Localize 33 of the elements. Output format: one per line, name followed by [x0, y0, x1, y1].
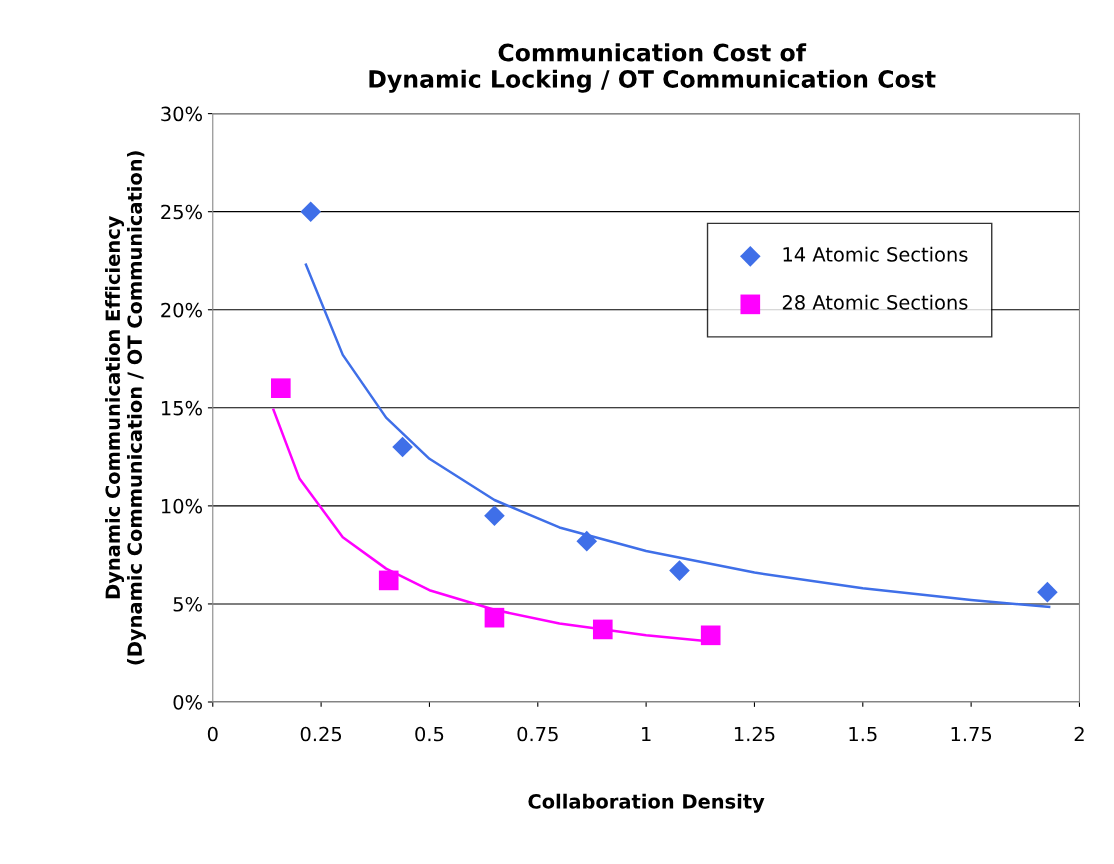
x-tick-label: 0.5 — [415, 726, 444, 742]
x-tick-label: 0.75 — [517, 726, 558, 742]
point — [484, 505, 505, 526]
x-tick-label: 1 — [642, 726, 651, 742]
y-tick-label: 10% — [161, 498, 202, 514]
point — [300, 201, 322, 222]
x-tick-label: 0 — [207, 726, 218, 742]
chart-title: Communication Cost of Dynamic Locking / OT Communication Cost — [369, 43, 936, 93]
x-tick-label: 1.75 — [951, 726, 992, 742]
point — [378, 570, 399, 591]
point — [669, 560, 690, 581]
x-tick-label: 2 — [1074, 726, 1084, 742]
x-axis-title: Collaboration Density — [528, 793, 765, 813]
y-tick-label: 20% — [161, 302, 202, 318]
y-axis-title: Dynamic Communication Efficiency (Dynamic Communication / OT Communication) — [105, 151, 146, 665]
point — [592, 619, 613, 640]
point — [1037, 581, 1058, 603]
y-tick-label: 5% — [173, 596, 202, 612]
point — [270, 378, 291, 399]
y-tick-label: 0% — [173, 694, 202, 710]
legend-label: 14 Atomic Sections — [783, 246, 968, 262]
y-tick-label: 25% — [161, 204, 202, 220]
y-tick-label: 15% — [161, 400, 202, 416]
point — [700, 625, 721, 646]
point — [392, 436, 413, 458]
line-series — [304, 263, 1051, 609]
point — [576, 530, 598, 552]
x-tick-label: 0.25 — [300, 726, 342, 742]
x-tick-label: 1.25 — [734, 726, 775, 742]
point — [484, 607, 505, 628]
y-tick-label: 30% — [161, 106, 202, 122]
x-tick-label: 1.5 — [849, 726, 877, 742]
legend-label: 28 Atomic Sections — [782, 294, 968, 310]
